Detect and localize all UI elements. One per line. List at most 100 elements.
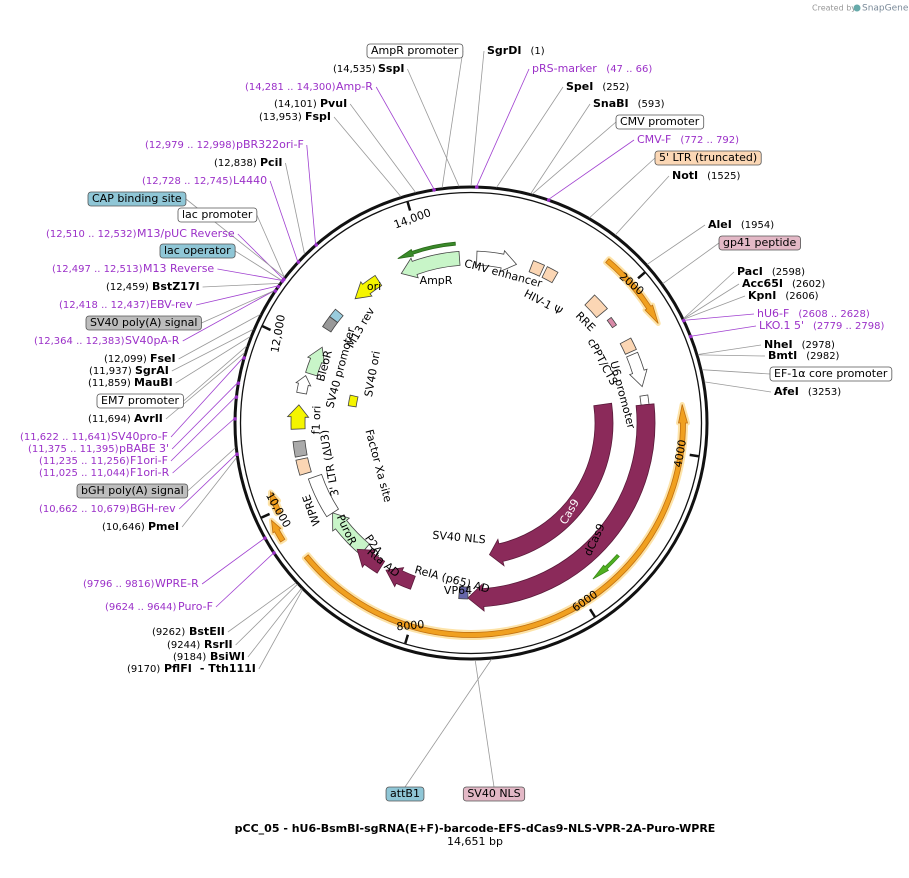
leader-line: [441, 50, 464, 188]
enzyme-position: (11,694): [88, 414, 131, 425]
enzyme-name: AfeI: [774, 385, 799, 398]
map-length: 14,651 bp: [447, 835, 503, 848]
primer-site: [546, 198, 551, 202]
primer-range: (11,025 .. 11,044): [39, 468, 130, 479]
leader-line: [349, 103, 416, 193]
primer-range: (772 .. 792): [680, 135, 739, 146]
leader-line: [170, 396, 236, 462]
leader-line: [404, 658, 492, 788]
feature-arrow: [400, 250, 461, 279]
leader-line: [247, 588, 302, 658]
feature-name: 5' LTR (truncated): [659, 151, 757, 164]
leader-line: [697, 354, 766, 357]
primer-site: [263, 536, 267, 540]
feature-arrow: [356, 548, 386, 574]
feature-arrow: [639, 394, 650, 406]
enzyme-position: (2602): [792, 279, 825, 290]
enzyme-name: KpnI: [748, 289, 776, 302]
feature-name: bGH poly(A) signal: [81, 484, 184, 497]
ruler-label: 14,000: [392, 206, 433, 231]
primer-name: L4440: [233, 174, 267, 187]
enzyme-name: PciI: [260, 156, 282, 169]
feature-arrow: [295, 457, 312, 476]
feature-name: EM7 promoter: [101, 394, 179, 407]
map-title: pCC_05 - hU6-BsmBI-sgRNA(E+F)-barcode-EF…: [235, 822, 716, 835]
primer-range: (9624 .. 9644): [105, 602, 177, 613]
enzyme-position: (1525): [707, 171, 740, 182]
leader-line: [237, 233, 284, 280]
leader-line: [202, 282, 280, 288]
features-layer: [165, 50, 772, 788]
enzyme-position: (13,953): [259, 112, 302, 123]
feature-label: SV40 ori: [362, 350, 383, 398]
enzyme-position: (252): [602, 82, 629, 93]
leader-line: [646, 224, 706, 265]
leader-line: [683, 283, 740, 320]
leader-line: [195, 285, 278, 306]
feature-arrow: [286, 404, 310, 430]
enzyme-name: NotI: [672, 169, 698, 182]
enzyme-position: (10,646): [102, 522, 145, 533]
ruler-label: 8000: [396, 618, 425, 633]
primer-range: (11,622 .. 11,641): [20, 432, 111, 443]
ruler-tick: [637, 271, 646, 280]
feature-arrow: [619, 337, 637, 355]
enzyme-position: (2982): [806, 351, 839, 362]
leader-line: [201, 538, 265, 585]
primer-site: [474, 185, 479, 189]
primer-range: (12,364 .. 12,383): [34, 336, 125, 347]
feature-arrow: [270, 519, 286, 543]
leader-line: [269, 180, 299, 262]
feature-box: [85, 315, 202, 331]
leader-line: [256, 214, 285, 278]
feature-name: SV40 poly(A) signal: [90, 316, 197, 329]
feature-box: [769, 366, 893, 382]
feature-box: [96, 393, 184, 409]
primer-name: hU6-F: [757, 307, 789, 320]
enzyme-name: SgrAI: [135, 364, 169, 377]
leader-line: [589, 157, 656, 219]
enzyme-position: (2606): [785, 291, 818, 302]
primer-site: [242, 356, 246, 360]
primer-range: (12,418 .. 12,437): [59, 300, 150, 311]
primer-name: pRS-marker: [532, 62, 597, 75]
leader-line: [691, 325, 757, 337]
primer-name: pBR322ori-F: [236, 138, 304, 151]
enzyme-name: PflFI: [164, 662, 192, 675]
primer-site: [233, 417, 237, 421]
enzyme-name: AleI: [708, 218, 732, 231]
primer-range: (11,375 .. 11,395): [28, 444, 119, 455]
primer-site: [296, 260, 301, 264]
enzyme-position: (593): [638, 99, 665, 110]
feature-box: [462, 786, 526, 802]
feature-arrow: [541, 266, 559, 284]
feature-arrow: [307, 473, 340, 518]
enzyme-name: PacI: [737, 265, 763, 278]
feature-arrow: [305, 346, 325, 377]
leader-line: [662, 242, 720, 285]
ruler-label: 4000: [671, 439, 689, 469]
labels-layer: 200040006000800010,00012,00014,000SgrDI(…: [20, 43, 893, 802]
enzyme-name: BstEII: [189, 625, 225, 638]
feature-arrow: [488, 402, 614, 567]
primer-range: (2608 .. 2628): [798, 309, 870, 320]
enzyme-name: BstZ17I: [152, 280, 200, 293]
feature-name: lac promoter: [182, 208, 253, 221]
leader-line: [704, 381, 772, 393]
enzyme-name: SgrDI: [487, 44, 521, 57]
primer-range: (2779 .. 2798): [813, 321, 885, 332]
leader-line: [285, 162, 305, 255]
enzyme-position: (9184): [173, 652, 206, 663]
backbone-inner: [239, 191, 703, 655]
enzyme-position: (12,099): [104, 354, 147, 365]
leader-line: [474, 659, 495, 788]
enzyme-position: (1): [530, 46, 544, 57]
primer-range: (12,979 .. 12,998): [145, 140, 236, 151]
leader-line: [476, 68, 530, 187]
primer-name: LKO.1 5': [759, 319, 804, 332]
primer-site: [273, 289, 278, 293]
primer-site: [235, 452, 239, 457]
leader-line: [530, 103, 591, 194]
primer-range: (9796 .. 9816): [83, 579, 155, 590]
